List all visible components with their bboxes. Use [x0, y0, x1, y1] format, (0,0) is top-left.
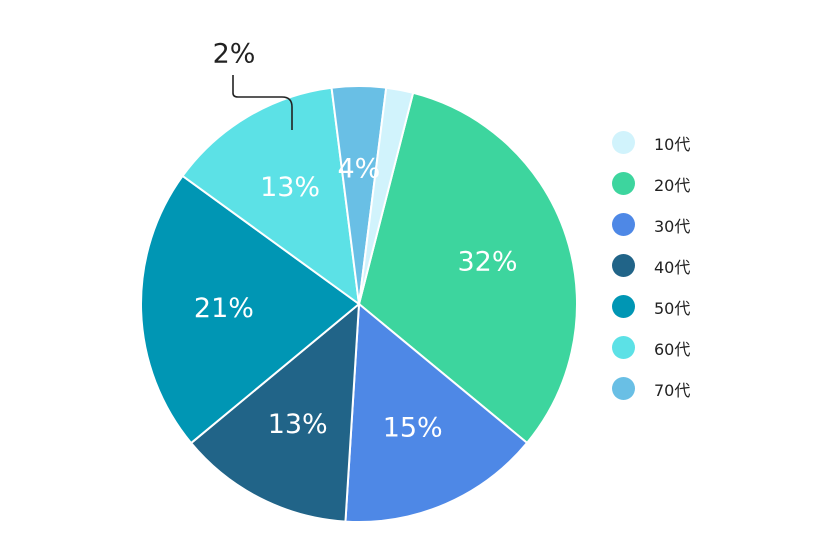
legend-swatch: [612, 213, 635, 236]
pie-slice: [344, 301, 529, 523]
pie-slice: [189, 301, 361, 523]
pie-slices: [140, 85, 578, 523]
slice-label: 4%: [337, 153, 380, 184]
legend-label: 40代: [654, 257, 691, 277]
pie-slice: [358, 86, 415, 305]
slice-label: 2%: [213, 39, 256, 70]
legend-item: 30代: [612, 204, 802, 245]
callout-line: [232, 75, 293, 130]
legend-swatch: [612, 295, 635, 318]
legend-item: 40代: [612, 245, 802, 286]
pie-slice: [140, 174, 361, 445]
legend-item: 70代: [612, 368, 802, 409]
legend-label: 50代: [654, 298, 691, 318]
pie-slice: [181, 86, 361, 307]
legend-swatch: [612, 377, 635, 400]
legend-swatch: [612, 131, 635, 154]
legend-label: 60代: [654, 339, 691, 359]
legend-label: 30代: [654, 216, 691, 236]
legend-item: 20代: [612, 163, 802, 204]
legend-item: 10代: [612, 122, 802, 163]
legend-swatch: [612, 172, 635, 195]
slice-label: 32%: [457, 247, 517, 278]
legend-item: 50代: [612, 286, 802, 327]
legend-label: 70代: [654, 380, 691, 400]
legend-swatch: [612, 254, 635, 277]
legend: 10代 20代 30代 40代 50代 60代 70代: [612, 122, 802, 409]
slice-label: 21%: [194, 293, 254, 324]
legend-swatch: [612, 336, 635, 359]
legend-label: 10代: [654, 134, 691, 154]
legend-item: 60代: [612, 327, 802, 368]
pie-slice: [357, 91, 578, 445]
legend-label: 20代: [654, 175, 691, 195]
slice-labels: 32% 15% 13% 21% 13% 4% 2%: [194, 39, 518, 444]
slice-label: 13%: [268, 409, 328, 440]
slice-label: 13%: [260, 172, 320, 203]
slice-label: 15%: [383, 413, 443, 444]
